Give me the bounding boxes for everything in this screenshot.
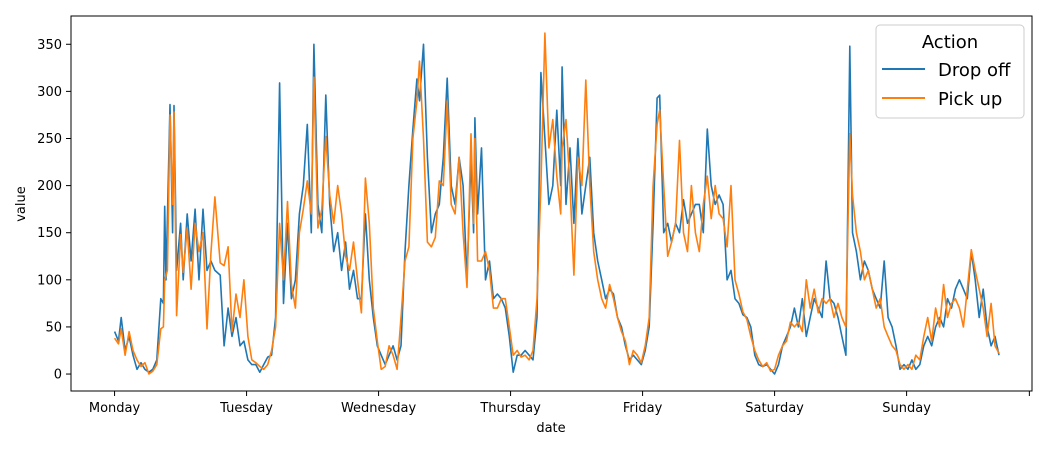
series-line-pick-up [113, 32, 1000, 375]
legend-box [875, 24, 1025, 119]
y-tick-label: 100 [37, 273, 62, 288]
y-axis-label: value [14, 186, 29, 222]
legend-label-pick-up: Pick up [938, 89, 1002, 110]
x-tick-label: Friday [623, 401, 663, 416]
y-tick-label: 200 [37, 179, 62, 194]
x-tick-label: Saturday [745, 401, 804, 416]
x-axis: Monday Tuesday Wednesday Thursday Friday Satu… [89, 391, 1030, 416]
legend: Action Drop off Pick up [875, 24, 1025, 119]
y-axis: 0 50 100 150 200 250 300 350 [37, 38, 71, 383]
y-tick-label: 250 [37, 132, 62, 147]
x-tick-label: Monday [89, 401, 141, 416]
y-tick-label: 150 [37, 226, 62, 241]
x-tick-label: Wednesday [341, 401, 417, 416]
y-tick-label: 50 [45, 320, 62, 335]
x-tick-label: Sunday [882, 401, 931, 416]
y-tick-label: 300 [37, 85, 62, 100]
y-tick-label: 0 [54, 368, 62, 383]
x-tick-label: Tuesday [219, 401, 273, 416]
x-axis-label: date [536, 421, 565, 436]
plot-frame [70, 15, 1033, 392]
y-tick-label: 350 [37, 38, 62, 53]
legend-label-drop-off: Drop off [938, 60, 1011, 81]
legend-title: Action [922, 32, 978, 53]
plot-area: Monday Tuesday Wednesday Thursday Friday Satu… [37, 15, 1033, 416]
series-line-drop-off [113, 43, 1000, 375]
series-layer [113, 32, 1000, 375]
x-tick-label: Thursday [479, 401, 541, 416]
